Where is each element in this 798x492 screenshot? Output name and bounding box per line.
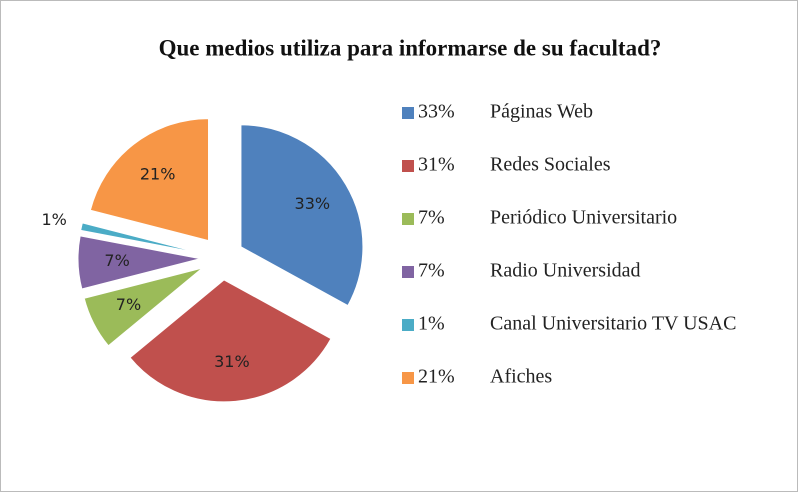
data-label: 31% xyxy=(214,352,250,371)
pie-slice xyxy=(77,235,201,290)
pie-slice xyxy=(80,222,201,254)
legend-swatch xyxy=(402,266,414,278)
pie-slice xyxy=(89,118,210,242)
legend-label: Redes Sociales xyxy=(490,154,611,176)
legend-label: Periódico Universitario xyxy=(490,207,677,229)
legend-label: Radio Universidad xyxy=(490,260,641,282)
data-label: 33% xyxy=(295,194,331,213)
legend-value: 31% xyxy=(418,154,455,176)
legend-value: 7% xyxy=(418,260,445,282)
legend-label: Páginas Web xyxy=(490,101,593,123)
legend-swatch xyxy=(402,372,414,384)
legend-value: 33% xyxy=(418,101,455,123)
data-label: 1% xyxy=(41,210,66,229)
legend-swatch xyxy=(402,107,414,119)
data-label: 21% xyxy=(140,165,176,184)
legend-swatch xyxy=(402,213,414,225)
legend-swatch xyxy=(402,319,414,331)
chart-title: Que medios utiliza para informarse de su… xyxy=(159,35,662,60)
pie-slice xyxy=(129,279,332,403)
data-label: 7% xyxy=(116,295,141,314)
legend-swatch xyxy=(402,160,414,172)
legend-label: Canal Universitario TV USAC xyxy=(490,313,736,335)
data-label: 7% xyxy=(104,251,129,270)
pie-slice xyxy=(83,267,203,347)
legend-label: Afiches xyxy=(490,366,552,388)
pie-slice xyxy=(240,124,364,307)
legend-value: 7% xyxy=(418,207,445,229)
legend-value: 21% xyxy=(418,366,455,388)
legend-value: 1% xyxy=(418,313,445,335)
